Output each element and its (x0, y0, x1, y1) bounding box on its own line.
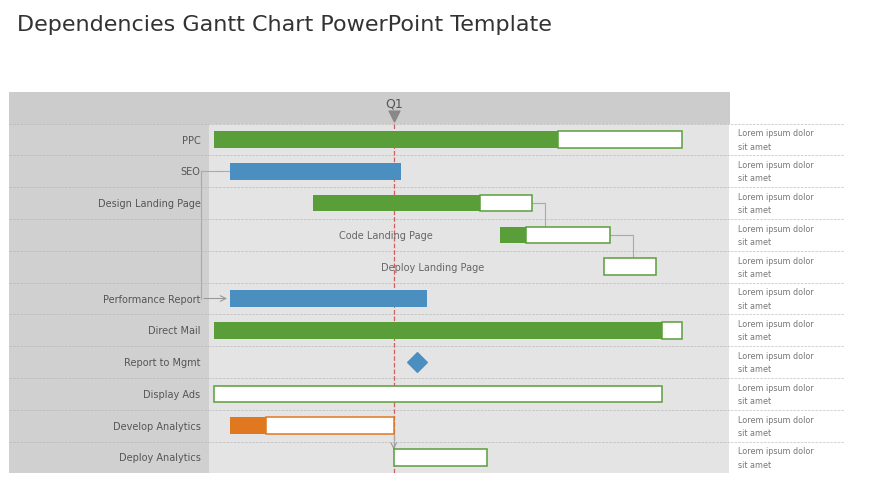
Bar (479, 196, 531, 212)
Text: Lorem ipsum dolor
sit amet: Lorem ipsum dolor sit amet (737, 320, 813, 342)
Text: Q1: Q1 (384, 97, 402, 110)
Bar (9, 93, 209, 473)
Text: Lorem ipsum dolor
sit amet: Lorem ipsum dolor sit amet (737, 256, 813, 278)
Bar (500, 227, 526, 244)
Text: Lorem ipsum dolor
sit amet: Lorem ipsum dolor sit amet (737, 224, 813, 246)
Text: Direct Mail: Direct Mail (148, 325, 200, 336)
Bar (214, 132, 557, 148)
Text: Display Ads: Display Ads (143, 389, 200, 399)
Bar (266, 418, 394, 434)
Bar (214, 323, 660, 339)
Text: Performance Report: Performance Report (103, 294, 200, 304)
Text: Code Landing Page: Code Landing Page (339, 230, 432, 241)
Bar (214, 386, 660, 402)
Text: Lorem ipsum dolor
sit amet: Lorem ipsum dolor sit amet (737, 383, 813, 405)
Bar (229, 418, 266, 434)
Bar (394, 449, 487, 466)
Text: Lorem ipsum dolor
sit amet: Lorem ipsum dolor sit amet (737, 161, 813, 183)
Text: Design Landing Page: Design Landing Page (97, 199, 200, 209)
Bar (604, 259, 655, 275)
Bar (313, 196, 479, 212)
Text: Lorem ipsum dolor
sit amet: Lorem ipsum dolor sit amet (737, 193, 813, 215)
Point (387, 113, 401, 121)
Text: PPC: PPC (182, 135, 200, 145)
Text: Report to Mgmt: Report to Mgmt (124, 357, 200, 367)
Text: Lorem ipsum dolor
sit amet: Lorem ipsum dolor sit amet (737, 415, 813, 437)
Text: Dependencies Gantt Chart PowerPoint Template: Dependencies Gantt Chart PowerPoint Temp… (17, 15, 552, 35)
Bar (557, 132, 681, 148)
Bar (209, 93, 728, 473)
Point (409, 358, 423, 366)
Text: SEO: SEO (181, 167, 200, 177)
Bar (229, 291, 427, 307)
Bar (660, 323, 681, 339)
Text: Lorem ipsum dolor
sit amet: Lorem ipsum dolor sit amet (737, 351, 813, 373)
Text: Lorem ipsum dolor
sit amet: Lorem ipsum dolor sit amet (737, 288, 813, 310)
Bar (9, 93, 729, 124)
Text: Lorem ipsum dolor
sit amet: Lorem ipsum dolor sit amet (737, 129, 813, 151)
Text: Lorem ipsum dolor
sit amet: Lorem ipsum dolor sit amet (737, 447, 813, 468)
Text: Deploy Landing Page: Deploy Landing Page (381, 262, 484, 272)
Bar (526, 227, 609, 244)
Bar (229, 164, 401, 180)
Text: Deploy Analytics: Deploy Analytics (118, 452, 200, 463)
Text: Develop Analytics: Develop Analytics (112, 421, 200, 431)
